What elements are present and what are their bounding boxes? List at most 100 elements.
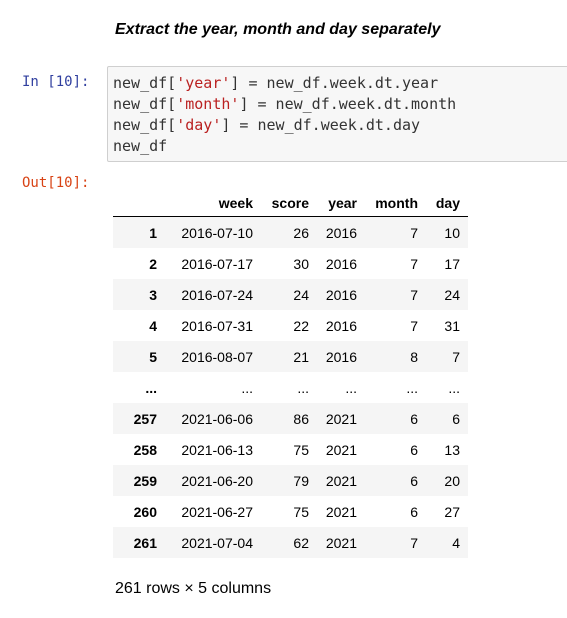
cell-month: ... [406,379,418,396]
cell-year: 2016 [325,317,357,334]
code-token: new_df[ [113,74,177,92]
table-row: 3 2016-07-24 24 2016 7 24 [113,279,468,310]
cell-month: 7 [410,534,418,551]
cell-index: 259 [133,472,157,489]
cell-week: 2016-07-31 [181,317,253,334]
column-header-score: score [261,190,317,217]
cell-year: 2021 [325,472,357,489]
table-row: .................. [113,372,468,403]
cell-month: 8 [410,348,418,365]
cell-score: ... [297,379,309,396]
dataframe-output: week score year month day 1 2016-07-10 26 2… [113,190,468,558]
code-line: new_df['year'] = new_df.week.dt.year [113,73,567,94]
cell-week: 2021-06-20 [181,472,253,489]
cell-index: 260 [133,503,157,520]
cell-week: 2021-06-13 [181,441,253,458]
cell-month: 7 [410,317,418,334]
table-body: 1 2016-07-10 26 2016 7 10 2 2016-07-17 30 2016 7 17… [113,216,468,558]
cell-month: 7 [410,224,418,241]
code-string-literal: 'day' [176,116,222,134]
cell-month: 7 [410,255,418,272]
code-token: new_df[ [113,95,177,113]
cell-month: 6 [410,441,418,458]
cell-score: 62 [293,534,309,551]
column-header-month: month [365,190,426,217]
cell-score: 26 [293,224,309,241]
cell-day: 7 [452,348,460,365]
cell-index: 5 [149,348,157,365]
cell-day: 17 [444,255,460,272]
cell-month: 7 [410,286,418,303]
cell-week: ... [241,379,253,396]
cell-score: 75 [293,441,309,458]
dataframe-shape-summary: 261 rows × 5 columns [115,580,272,597]
cell-year: 2021 [325,410,357,427]
cell-day: 24 [444,286,460,303]
cell-score: 22 [293,317,309,334]
cell-year: 2016 [325,224,357,241]
cell-month: 6 [410,410,418,427]
cell-index: 261 [133,534,157,551]
cell-day: 13 [444,441,460,458]
cell-index: 4 [149,317,157,334]
cell-year: 2016 [325,348,357,365]
code-line: new_df['month'] = new_df.week.dt.month [113,94,567,115]
code-token: new_df [113,137,168,155]
code-string-literal: 'year' [176,74,231,92]
table-row: 5 2016-08-07 21 2016 8 7 [113,341,468,372]
cell-day: 20 [444,472,460,489]
code-string-literal: 'month' [176,95,240,113]
code-token: new_df[ [113,116,177,134]
cell-week: 2021-06-06 [181,410,253,427]
cell-week: 2016-07-10 [181,224,253,241]
code-cell-input[interactable]: new_df['year'] = new_df.week.dt.year new… [107,66,567,162]
markdown-heading: Extract the year, month and day separate… [115,21,441,38]
cell-year: 2021 [325,534,357,551]
cell-day: 27 [444,503,460,520]
table-header-row: week score year month day [113,190,468,217]
dataframe-table: week score year month day 1 2016-07-10 26 2… [113,190,468,558]
cell-week: 2021-06-27 [181,503,253,520]
table-row: 258 2021-06-13 75 2021 6 13 [113,434,468,465]
column-header-week: week [165,190,261,217]
cell-score: 79 [293,472,309,489]
cell-week: 2016-08-07 [181,348,253,365]
cell-score: 24 [293,286,309,303]
cell-index: ... [145,379,157,396]
cell-year: 2021 [325,441,357,458]
cell-index: 258 [133,441,157,458]
cell-year: 2016 [325,255,357,272]
code-line: new_df['day'] = new_df.week.dt.day [113,115,567,136]
cell-month: 6 [410,472,418,489]
cell-index: 3 [149,286,157,303]
cell-index: 1 [149,224,157,241]
table-row: 4 2016-07-31 22 2016 7 31 [113,310,468,341]
cell-week: 2016-07-24 [181,286,253,303]
cell-score: 30 [293,255,309,272]
table-row: 260 2021-06-27 75 2021 6 27 [113,496,468,527]
cell-month: 6 [410,503,418,520]
table-row: 2 2016-07-17 30 2016 7 17 [113,248,468,279]
cell-year: ... [345,379,357,396]
input-prompt: In [10]: [22,74,90,90]
column-header-day: day [426,190,468,217]
cell-score: 75 [293,503,309,520]
cell-day: 6 [452,410,460,427]
cell-day: 31 [444,317,460,334]
cell-week: 2021-07-04 [181,534,253,551]
code-token: ] = new_df.week.dt.day [221,116,421,134]
output-prompt: Out[10]: [22,175,90,191]
cell-score: 86 [293,410,309,427]
code-line: new_df [113,136,567,157]
table-row: 261 2021-07-04 62 2021 7 4 [113,527,468,558]
code-token: ] = new_df.week.dt.month [239,95,457,113]
cell-year: 2021 [325,503,357,520]
cell-year: 2016 [325,286,357,303]
cell-week: 2016-07-17 [181,255,253,272]
cell-day: 4 [452,534,460,551]
code-token: ] = new_df.week.dt.year [230,74,439,92]
column-header-index [113,190,165,217]
table-row: 257 2021-06-06 86 2021 6 6 [113,403,468,434]
table-row: 259 2021-06-20 79 2021 6 20 [113,465,468,496]
table-row: 1 2016-07-10 26 2016 7 10 [113,216,468,248]
